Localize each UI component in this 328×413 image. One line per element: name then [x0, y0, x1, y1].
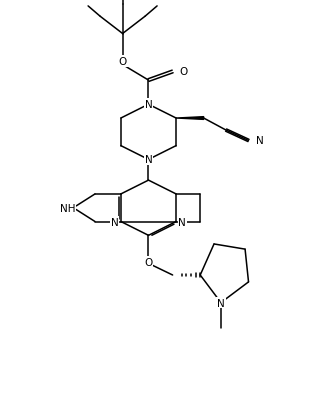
- Text: N: N: [145, 100, 152, 110]
- Text: N: N: [178, 217, 186, 227]
- Polygon shape: [176, 117, 204, 120]
- Text: N: N: [256, 136, 264, 146]
- Text: N: N: [111, 217, 118, 227]
- Text: NH: NH: [60, 203, 75, 213]
- Text: N: N: [145, 155, 152, 165]
- Text: O: O: [144, 257, 153, 267]
- Text: O: O: [118, 57, 127, 67]
- Text: N: N: [145, 100, 152, 110]
- Text: O: O: [179, 67, 188, 77]
- Text: N: N: [217, 298, 225, 308]
